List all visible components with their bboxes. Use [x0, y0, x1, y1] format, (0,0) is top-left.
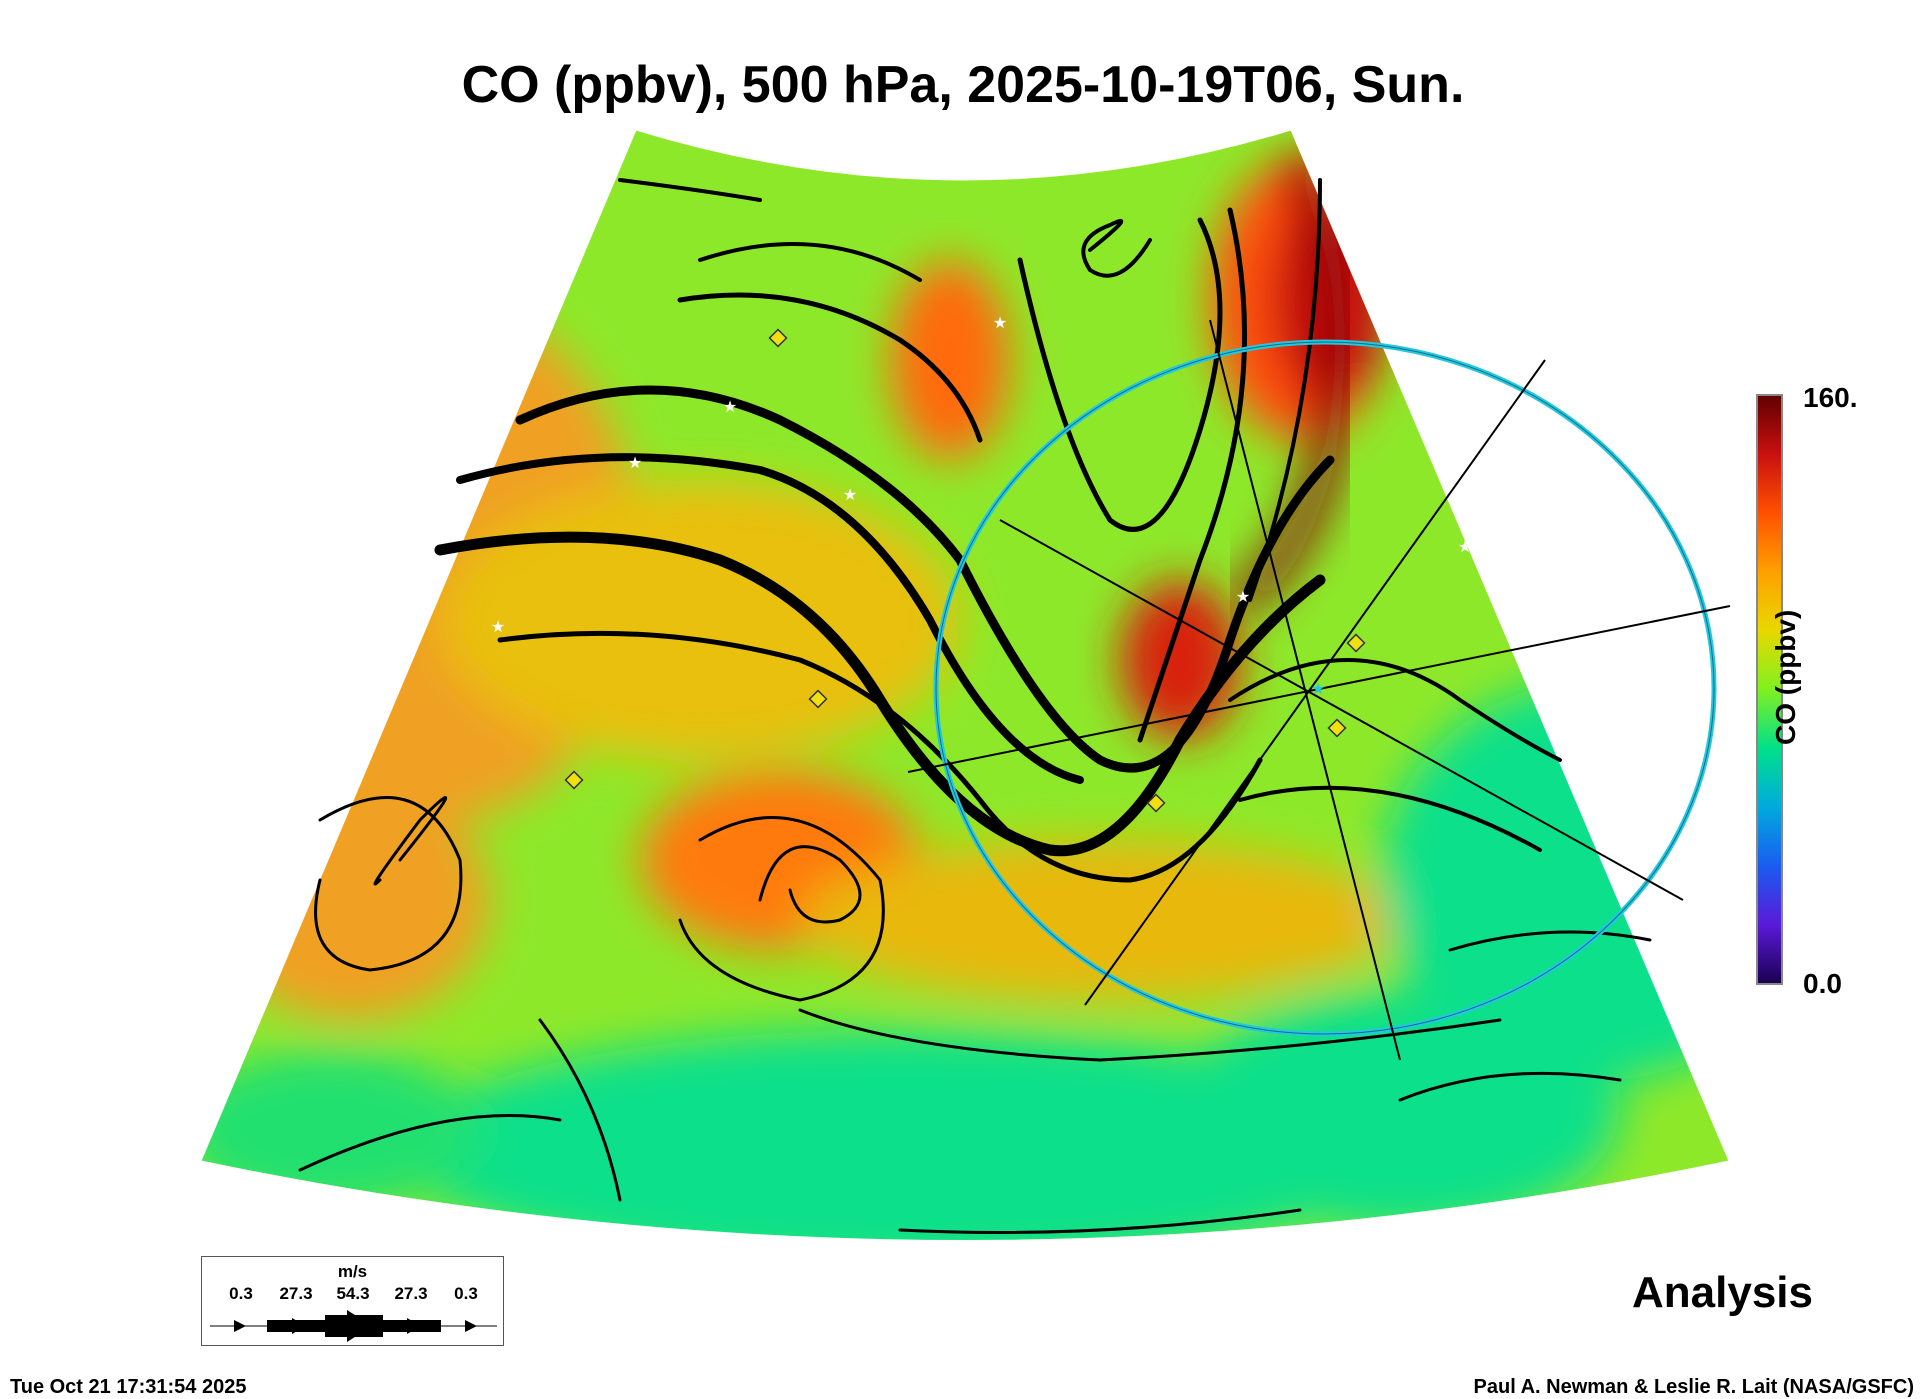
co-field [201, 130, 1729, 1241]
wind-value: 27.3 [279, 1284, 313, 1303]
wind-arrow-scale-icon [210, 1310, 497, 1342]
svg-text:★: ★ [1236, 589, 1250, 606]
wind-value: 0.3 [229, 1284, 253, 1303]
svg-text:★: ★ [1458, 539, 1472, 556]
wind-speed-legend: m/s 0.3 27.3 54.3 27.3 0.3 [201, 1256, 504, 1346]
colorbar-max-label: 160. [1803, 382, 1858, 413]
site-markers [564, 328, 1366, 813]
svg-text:★: ★ [993, 315, 1007, 332]
colorbar-min-label: 0.0 [1803, 968, 1842, 999]
wind-unit: m/s [337, 1262, 368, 1281]
station-stars: ★ ★ ★ ★ ★ ★ ★ ★ [491, 315, 1472, 698]
svg-text:★: ★ [723, 399, 737, 416]
timestamp: Tue Oct 21 17:31:54 2025 [10, 1376, 247, 1398]
credit: Paul A. Newman & Leslie R. Lait (NASA/GS… [1473, 1376, 1914, 1398]
svg-text:★: ★ [628, 455, 642, 472]
streamlines [298, 178, 1652, 1234]
svg-text:★: ★ [491, 619, 505, 636]
svg-text:★: ★ [1311, 681, 1325, 698]
colorbar-title: CO (ppbv) [1770, 609, 1801, 745]
wind-value: 27.3 [394, 1284, 428, 1303]
svg-text:★: ★ [843, 487, 857, 504]
analysis-label: Analysis [1632, 1268, 1813, 1317]
trajectory-lines [907, 319, 1731, 1061]
plot-title: CO (ppbv), 500 hPa, 2025-10-19T06, Sun. [461, 56, 1465, 114]
range-circle [933, 339, 1717, 1037]
wind-value: 0.3 [454, 1284, 478, 1303]
colorbar [1756, 394, 1783, 985]
wind-value: 54.3 [336, 1284, 370, 1303]
